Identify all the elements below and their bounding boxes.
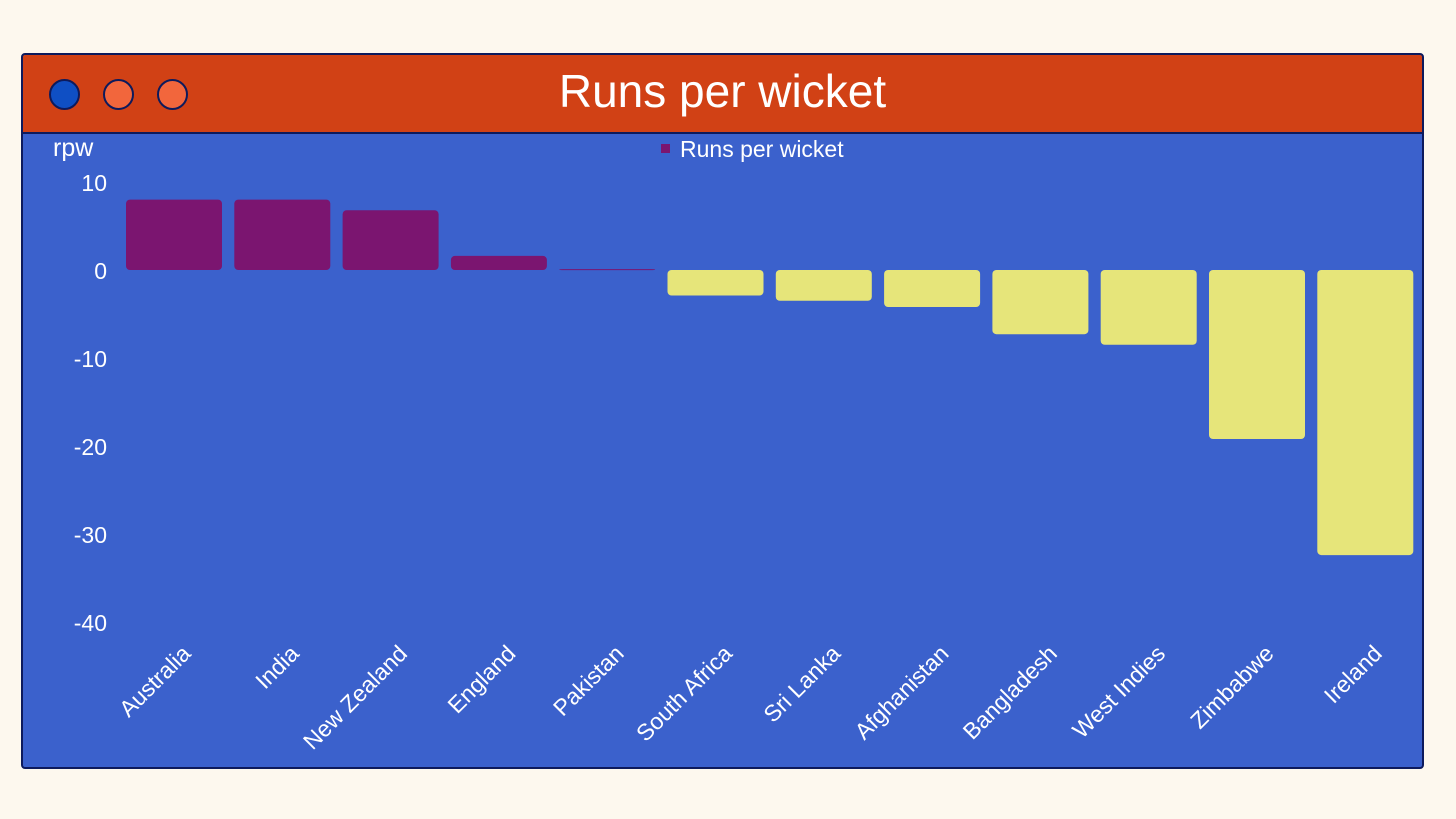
bar	[234, 199, 331, 270]
close-button[interactable]	[49, 79, 80, 110]
y-tick-label: 0	[94, 258, 107, 284]
page-title: Runs per wicket	[558, 65, 887, 117]
chart-window: Runs per wicket rpw 10 0 -10 -20 -30 -40 Runs p…	[21, 53, 1424, 769]
legend-label: Runs per wicket	[680, 136, 844, 162]
bar	[1209, 270, 1305, 439]
x-tick-label: Pakistan	[548, 640, 629, 721]
maximize-button[interactable]	[157, 79, 188, 110]
bar-chart: rpw 10 0 -10 -20 -30 -40 Runs per wicket Austral…	[53, 134, 1414, 754]
bar	[450, 255, 547, 270]
bar	[342, 210, 439, 270]
y-axis-label: rpw	[53, 134, 94, 162]
x-tick-label: England	[442, 640, 520, 718]
x-tick-label: Sri Lanka	[758, 640, 845, 727]
title-bar: Runs per wicket	[23, 55, 1422, 134]
y-tick-label: -20	[74, 434, 107, 460]
x-tick-label: Australia	[114, 640, 196, 722]
bar	[775, 270, 872, 301]
x-tick-label: West Indies	[1067, 640, 1170, 743]
x-tick-label: Afghanistan	[849, 640, 953, 744]
x-tick-label: Ireland	[1319, 640, 1387, 708]
bar	[1100, 270, 1197, 345]
y-tick-label: -40	[74, 610, 107, 636]
y-tick-label: -10	[74, 346, 107, 372]
bar	[884, 270, 981, 307]
bar	[667, 270, 764, 296]
bar	[1317, 270, 1414, 556]
x-tick-label: South Africa	[631, 640, 737, 746]
y-tick-label: -30	[74, 522, 107, 548]
legend-swatch	[661, 144, 670, 153]
y-tick-label: 10	[81, 170, 107, 196]
x-tick-label: New Zealand	[298, 640, 412, 754]
bar	[126, 199, 222, 270]
x-tick-label: Bangladesh	[958, 640, 1062, 744]
bar	[992, 270, 1089, 335]
bar	[559, 269, 656, 271]
x-tick-label: India	[250, 640, 304, 694]
x-tick-label: Zimbabwe	[1185, 640, 1278, 733]
minimize-button[interactable]	[103, 79, 134, 110]
